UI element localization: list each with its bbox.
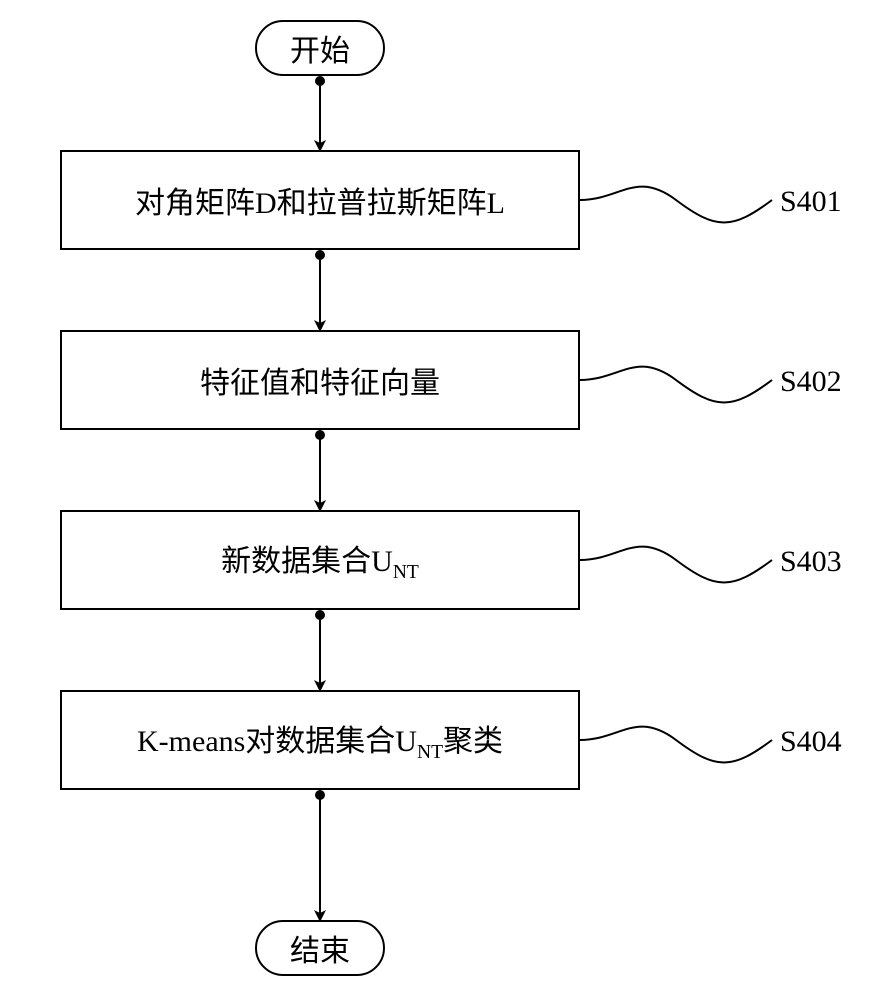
- step-label-S401: S401: [780, 185, 842, 219]
- terminal-end-label: 结束: [290, 926, 350, 970]
- process-step-text: 对角矩阵D和拉普拉斯矩阵L: [135, 178, 505, 222]
- process-step-S401: 对角矩阵D和拉普拉斯矩阵L: [60, 150, 580, 250]
- process-step-S404: K-means对数据集合UNT聚类: [60, 690, 580, 790]
- step-label-S402: S402: [780, 365, 842, 399]
- process-step-text: 特征值和特征向量: [200, 358, 440, 402]
- terminal-start: 开始: [255, 20, 385, 76]
- process-step-text: 新数据集合UNT: [221, 536, 419, 584]
- step-label-S403: S403: [780, 545, 842, 579]
- terminal-start-label: 开始: [290, 26, 350, 70]
- step-label-S404: S404: [780, 725, 842, 759]
- process-step-text: K-means对数据集合UNT聚类: [137, 716, 503, 764]
- process-step-S403: 新数据集合UNT: [60, 510, 580, 610]
- terminal-end: 结束: [255, 920, 385, 976]
- process-step-S402: 特征值和特征向量: [60, 330, 580, 430]
- flowchart-canvas: 开始 对角矩阵D和拉普拉斯矩阵L 特征值和特征向量新数据集合UNT K-means对…: [0, 0, 889, 1000]
